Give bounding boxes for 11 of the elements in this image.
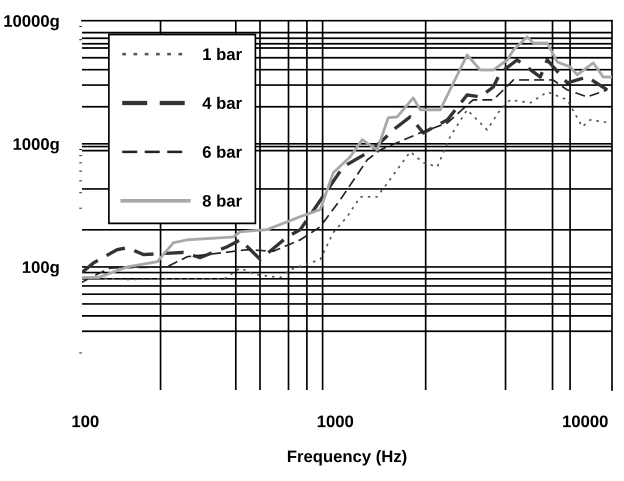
y-tick-label: 100g bbox=[22, 261, 59, 276]
legend-label: 6 bar bbox=[202, 146, 242, 158]
x-tick-label: 1000 bbox=[318, 415, 354, 428]
x-tick-label: 100 bbox=[72, 415, 99, 428]
y-tick-label: 1000g bbox=[14, 138, 59, 154]
legend-label: 4 bar bbox=[202, 96, 242, 110]
x-axis-title: Frequency (Hz) bbox=[288, 450, 406, 466]
y-tick-label: 10000g bbox=[4, 15, 59, 30]
legend-label: 1 bar bbox=[203, 48, 242, 60]
legend-label: 8 bar bbox=[202, 194, 242, 207]
x-tick-label: 10000 bbox=[563, 415, 608, 428]
